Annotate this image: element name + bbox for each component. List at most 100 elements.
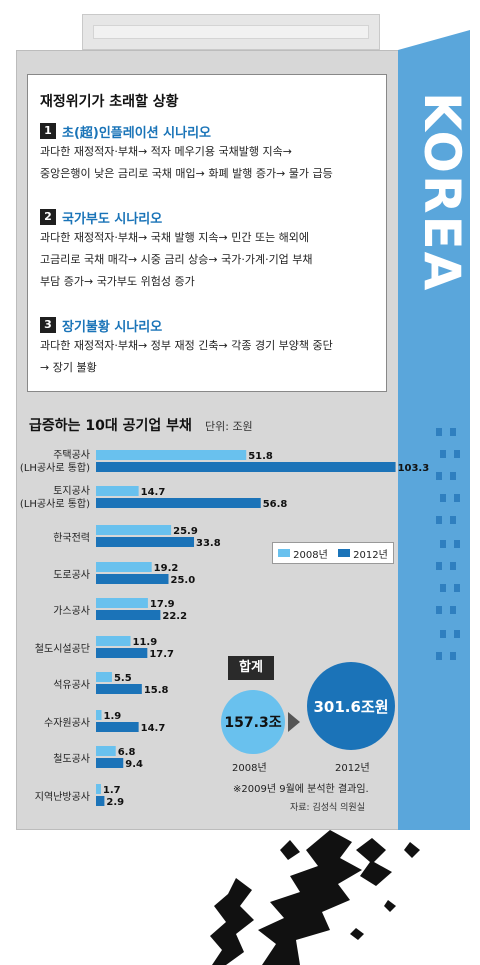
arrow-right-icon <box>288 712 300 732</box>
value-label: 51.8 <box>248 451 273 462</box>
window-icon <box>440 450 446 458</box>
bar-2012년 <box>96 537 195 547</box>
bar-2012년 <box>96 684 142 694</box>
category-label: 수자원공사 <box>44 717 90 729</box>
crack-shape <box>384 900 396 912</box>
value-label: 1.7 <box>103 785 121 796</box>
window-icon <box>436 472 442 480</box>
window-icon <box>436 652 442 660</box>
window-icon <box>440 630 446 638</box>
bar-2008년 <box>96 784 101 794</box>
value-label: 9.4 <box>125 759 143 770</box>
crack-shape <box>350 928 364 940</box>
bar-2012년 <box>96 722 139 732</box>
scenario-line: 과다한 재정적자·부채→ 정부 재정 긴축→ 각종 경기 부양책 중단 <box>40 339 333 352</box>
value-label: 19.2 <box>154 563 179 574</box>
window-icon <box>450 516 456 524</box>
crack-shape <box>210 878 254 965</box>
window-icon <box>436 606 442 614</box>
bar-2008년 <box>96 486 139 496</box>
scenario-number-badge: 1 <box>40 123 56 139</box>
value-label: 15.8 <box>144 685 169 696</box>
total-2008-circle: 157.3조 <box>221 690 285 754</box>
category-label: 토지공사 <box>53 485 90 497</box>
crack-shape <box>280 840 300 860</box>
legend-swatch <box>338 549 351 557</box>
bar-2012년 <box>96 610 161 620</box>
category-label: 철도시설공단 <box>35 643 90 655</box>
total-2012-year: 2012년 <box>335 763 370 774</box>
value-label: 22.2 <box>162 611 187 622</box>
window-icon <box>450 562 456 570</box>
category-label: 도로공사 <box>53 569 90 581</box>
bar-2008년 <box>96 450 247 460</box>
window-icon <box>440 584 446 592</box>
scenario-line: 과다한 재정적자·부채→ 국채 발행 지속→ 민간 또는 해외에 <box>40 231 310 244</box>
window-icon <box>436 562 442 570</box>
bar-2012년 <box>96 462 396 472</box>
value-label: 25.0 <box>171 575 196 586</box>
legend-item-2008: 2008년 <box>278 546 328 561</box>
value-label: 6.8 <box>118 747 136 758</box>
scenario-line: 고금리로 국채 매각→ 시중 금리 상승→ 국가·가계·기업 부채 <box>40 253 313 266</box>
total-2008-year: 2008년 <box>232 763 267 774</box>
bar-2012년 <box>96 796 105 806</box>
window-icon <box>440 494 446 502</box>
window-icon <box>454 540 460 548</box>
value-label: 14.7 <box>141 487 166 498</box>
value-label: 25.9 <box>173 526 198 537</box>
bar-2008년 <box>96 746 116 756</box>
window-icon <box>436 516 442 524</box>
value-label: 33.8 <box>196 538 221 549</box>
window-icon <box>436 428 442 436</box>
scenario-title: 초(超)인플레이션 시나리오 <box>62 125 212 141</box>
category-label: 철도공사 <box>53 753 90 765</box>
window-icon <box>454 584 460 592</box>
scenario-number-badge: 3 <box>40 317 56 333</box>
bar-2008년 <box>96 525 172 535</box>
crack-shape <box>404 842 420 858</box>
scenario-line: → 장기 불황 <box>40 361 97 374</box>
legend-label: 2012년 <box>353 549 388 561</box>
value-label: 11.9 <box>133 637 158 648</box>
category-label: 가스공사 <box>53 605 90 617</box>
value-label: 5.5 <box>114 673 132 684</box>
category-label: 지역난방공사 <box>35 791 90 803</box>
analysis-note: ※2009년 9월에 분석한 결과임. <box>233 784 369 795</box>
window-icon <box>450 472 456 480</box>
bar-2012년 <box>96 574 169 584</box>
value-label: 103.3 <box>398 463 430 474</box>
scenario-title: 국가부도 시나리오 <box>62 211 163 227</box>
legend-item-2012: 2012년 <box>338 546 388 561</box>
bar-2008년 <box>96 710 102 720</box>
value-label: 17.7 <box>149 649 174 660</box>
roof-ledge <box>93 25 369 39</box>
bar-2012년 <box>96 648 148 658</box>
scenario-1: 1 초(超)인플레이션 시나리오 과다한 재정적자·부채→ 적자 메우기용 국채발… <box>40 121 380 185</box>
window-icon <box>450 652 456 660</box>
category-label: (LH공사로 통합) <box>20 462 90 474</box>
crack-shape <box>356 838 392 886</box>
scenario-title: 장기불황 시나리오 <box>62 319 163 335</box>
window-icon <box>454 494 460 502</box>
scenario-line: 중앙은행이 낮은 금리로 국채 매입→ 화폐 발행 증가→ 물가 급등 <box>40 167 333 180</box>
value-label: 17.9 <box>150 599 175 610</box>
value-label: 1.9 <box>104 711 122 722</box>
category-label: 한국전력 <box>53 532 90 544</box>
total-label: 합계 <box>228 656 274 680</box>
legend-swatch <box>278 549 291 557</box>
legend-label: 2008년 <box>293 549 328 561</box>
chart-title: 급증하는 10대 공기업 부채 <box>29 418 192 434</box>
building-roof <box>82 14 380 50</box>
source-credit: 자료: 김성식 의원실 <box>290 803 365 813</box>
window-icon <box>440 540 446 548</box>
value-label: 14.7 <box>141 723 166 734</box>
chart-unit: 단위: 조원 <box>205 420 253 433</box>
category-label: (LH공사로 통합) <box>20 498 90 510</box>
scenario-box: 재정위기가 초래할 상황 1 초(超)인플레이션 시나리오 과다한 재정적자·부채… <box>27 74 387 392</box>
category-label: 주택공사 <box>53 449 90 461</box>
window-icon <box>454 630 460 638</box>
scenario-line: 부담 증가→ 국가부도 위험성 증가 <box>40 275 195 288</box>
value-label: 2.9 <box>106 797 124 808</box>
